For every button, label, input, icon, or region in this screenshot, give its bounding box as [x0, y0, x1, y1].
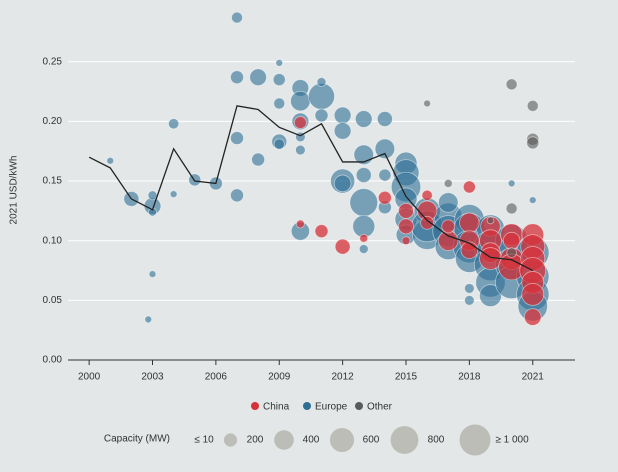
bubble: [486, 216, 495, 225]
bubble: [378, 168, 392, 182]
bubble: [438, 192, 459, 213]
bubble: [359, 233, 369, 243]
bubble: [438, 230, 459, 251]
bubble: [295, 144, 306, 156]
bubble: [523, 308, 542, 326]
bubble: [272, 73, 286, 87]
bubble: [275, 59, 284, 67]
legend-label: Other: [367, 402, 393, 413]
bubble: [423, 99, 431, 108]
x-tick-label: 2000: [78, 372, 101, 383]
bubble: [526, 136, 540, 150]
x-tick-label: 2015: [395, 372, 418, 383]
bubble: [507, 179, 516, 188]
x-tick-label: 2006: [205, 372, 228, 383]
bubble: [314, 224, 329, 239]
y-axis-title: 2021 USD/kWh: [9, 156, 20, 225]
bubble: [148, 270, 157, 278]
bubble: [334, 238, 351, 255]
average-line: [88, 105, 534, 272]
bubble: [147, 190, 158, 201]
y-tick-label: 0.15: [43, 176, 63, 187]
bubble: [521, 282, 545, 306]
bubble: [168, 118, 180, 130]
bubble: [293, 116, 307, 129]
size-legend-bubble: [459, 424, 491, 456]
x-tick-label: 2021: [522, 372, 545, 383]
bubble: [251, 152, 266, 167]
size-legend-bubble: [390, 426, 419, 454]
bubble: [528, 196, 537, 204]
legend-swatch: [303, 402, 311, 410]
bubble: [273, 97, 286, 110]
bubble: [459, 212, 480, 233]
bubble: [421, 189, 433, 201]
size-legend-label: 600: [363, 435, 380, 446]
bubble: [316, 77, 327, 87]
bubble: [443, 179, 453, 188]
size-legend-title: Capacity (MW): [104, 434, 170, 445]
bubble: [464, 295, 475, 306]
size-legend-bubble: [274, 430, 294, 450]
bubble: [273, 138, 285, 150]
y-tick-label: 0.20: [43, 116, 63, 127]
bubble: [441, 219, 456, 234]
bubble: [231, 11, 243, 24]
x-tick-label: 2018: [458, 372, 481, 383]
x-tick-label: 2009: [268, 372, 291, 383]
size-legend-label: 400: [303, 435, 320, 446]
bubble: [505, 78, 518, 91]
bubble: [398, 218, 414, 235]
bubble: [333, 106, 352, 125]
bubble: [169, 190, 178, 198]
size-legend-label: 200: [247, 435, 264, 446]
bubble: [464, 283, 475, 294]
bubble: [349, 188, 379, 217]
bubble: [460, 241, 479, 259]
y-tick-label: 0.05: [43, 295, 63, 306]
bubble: [462, 180, 476, 194]
bubble: [230, 188, 244, 203]
size-legend-bubble: [223, 433, 238, 447]
bubble: [144, 315, 153, 324]
bubble: [505, 202, 518, 215]
bubble: [354, 110, 373, 128]
y-tick-label: 0.00: [43, 355, 63, 366]
bubble: [249, 68, 267, 86]
bubble: [314, 108, 329, 123]
x-tick-label: 2012: [332, 372, 355, 383]
y-tick-label: 0.25: [43, 56, 63, 67]
bubble: [377, 190, 392, 205]
bubble: [333, 122, 352, 140]
bubble: [506, 247, 517, 258]
bubble: [376, 111, 393, 127]
y-tick-label: 0.10: [43, 235, 63, 246]
bubble: [401, 236, 411, 246]
bubble: [398, 202, 414, 219]
bubble: [355, 167, 372, 183]
bubble: [374, 138, 396, 160]
bubble: [295, 219, 305, 229]
size-legend-bubble: [329, 427, 355, 453]
bubble: [230, 70, 244, 85]
legend-swatch: [251, 402, 259, 410]
size-legend-label: ≥ 1 000: [495, 435, 529, 446]
bubble: [420, 215, 435, 230]
size-legend-label: ≤ 10: [194, 435, 214, 446]
legend-label: Europe: [315, 402, 348, 413]
bubble: [502, 231, 521, 250]
bubble: [230, 131, 244, 145]
legend-swatch: [355, 402, 363, 410]
size-legend-label: 800: [428, 435, 445, 446]
bubble: [526, 99, 539, 112]
bubble: [333, 174, 352, 193]
x-tick-label: 2003: [141, 372, 164, 383]
bubble: [308, 82, 335, 110]
bubble: [106, 156, 115, 165]
legend-label: China: [263, 402, 290, 413]
bubble: [290, 90, 311, 112]
bubble: [358, 244, 369, 254]
